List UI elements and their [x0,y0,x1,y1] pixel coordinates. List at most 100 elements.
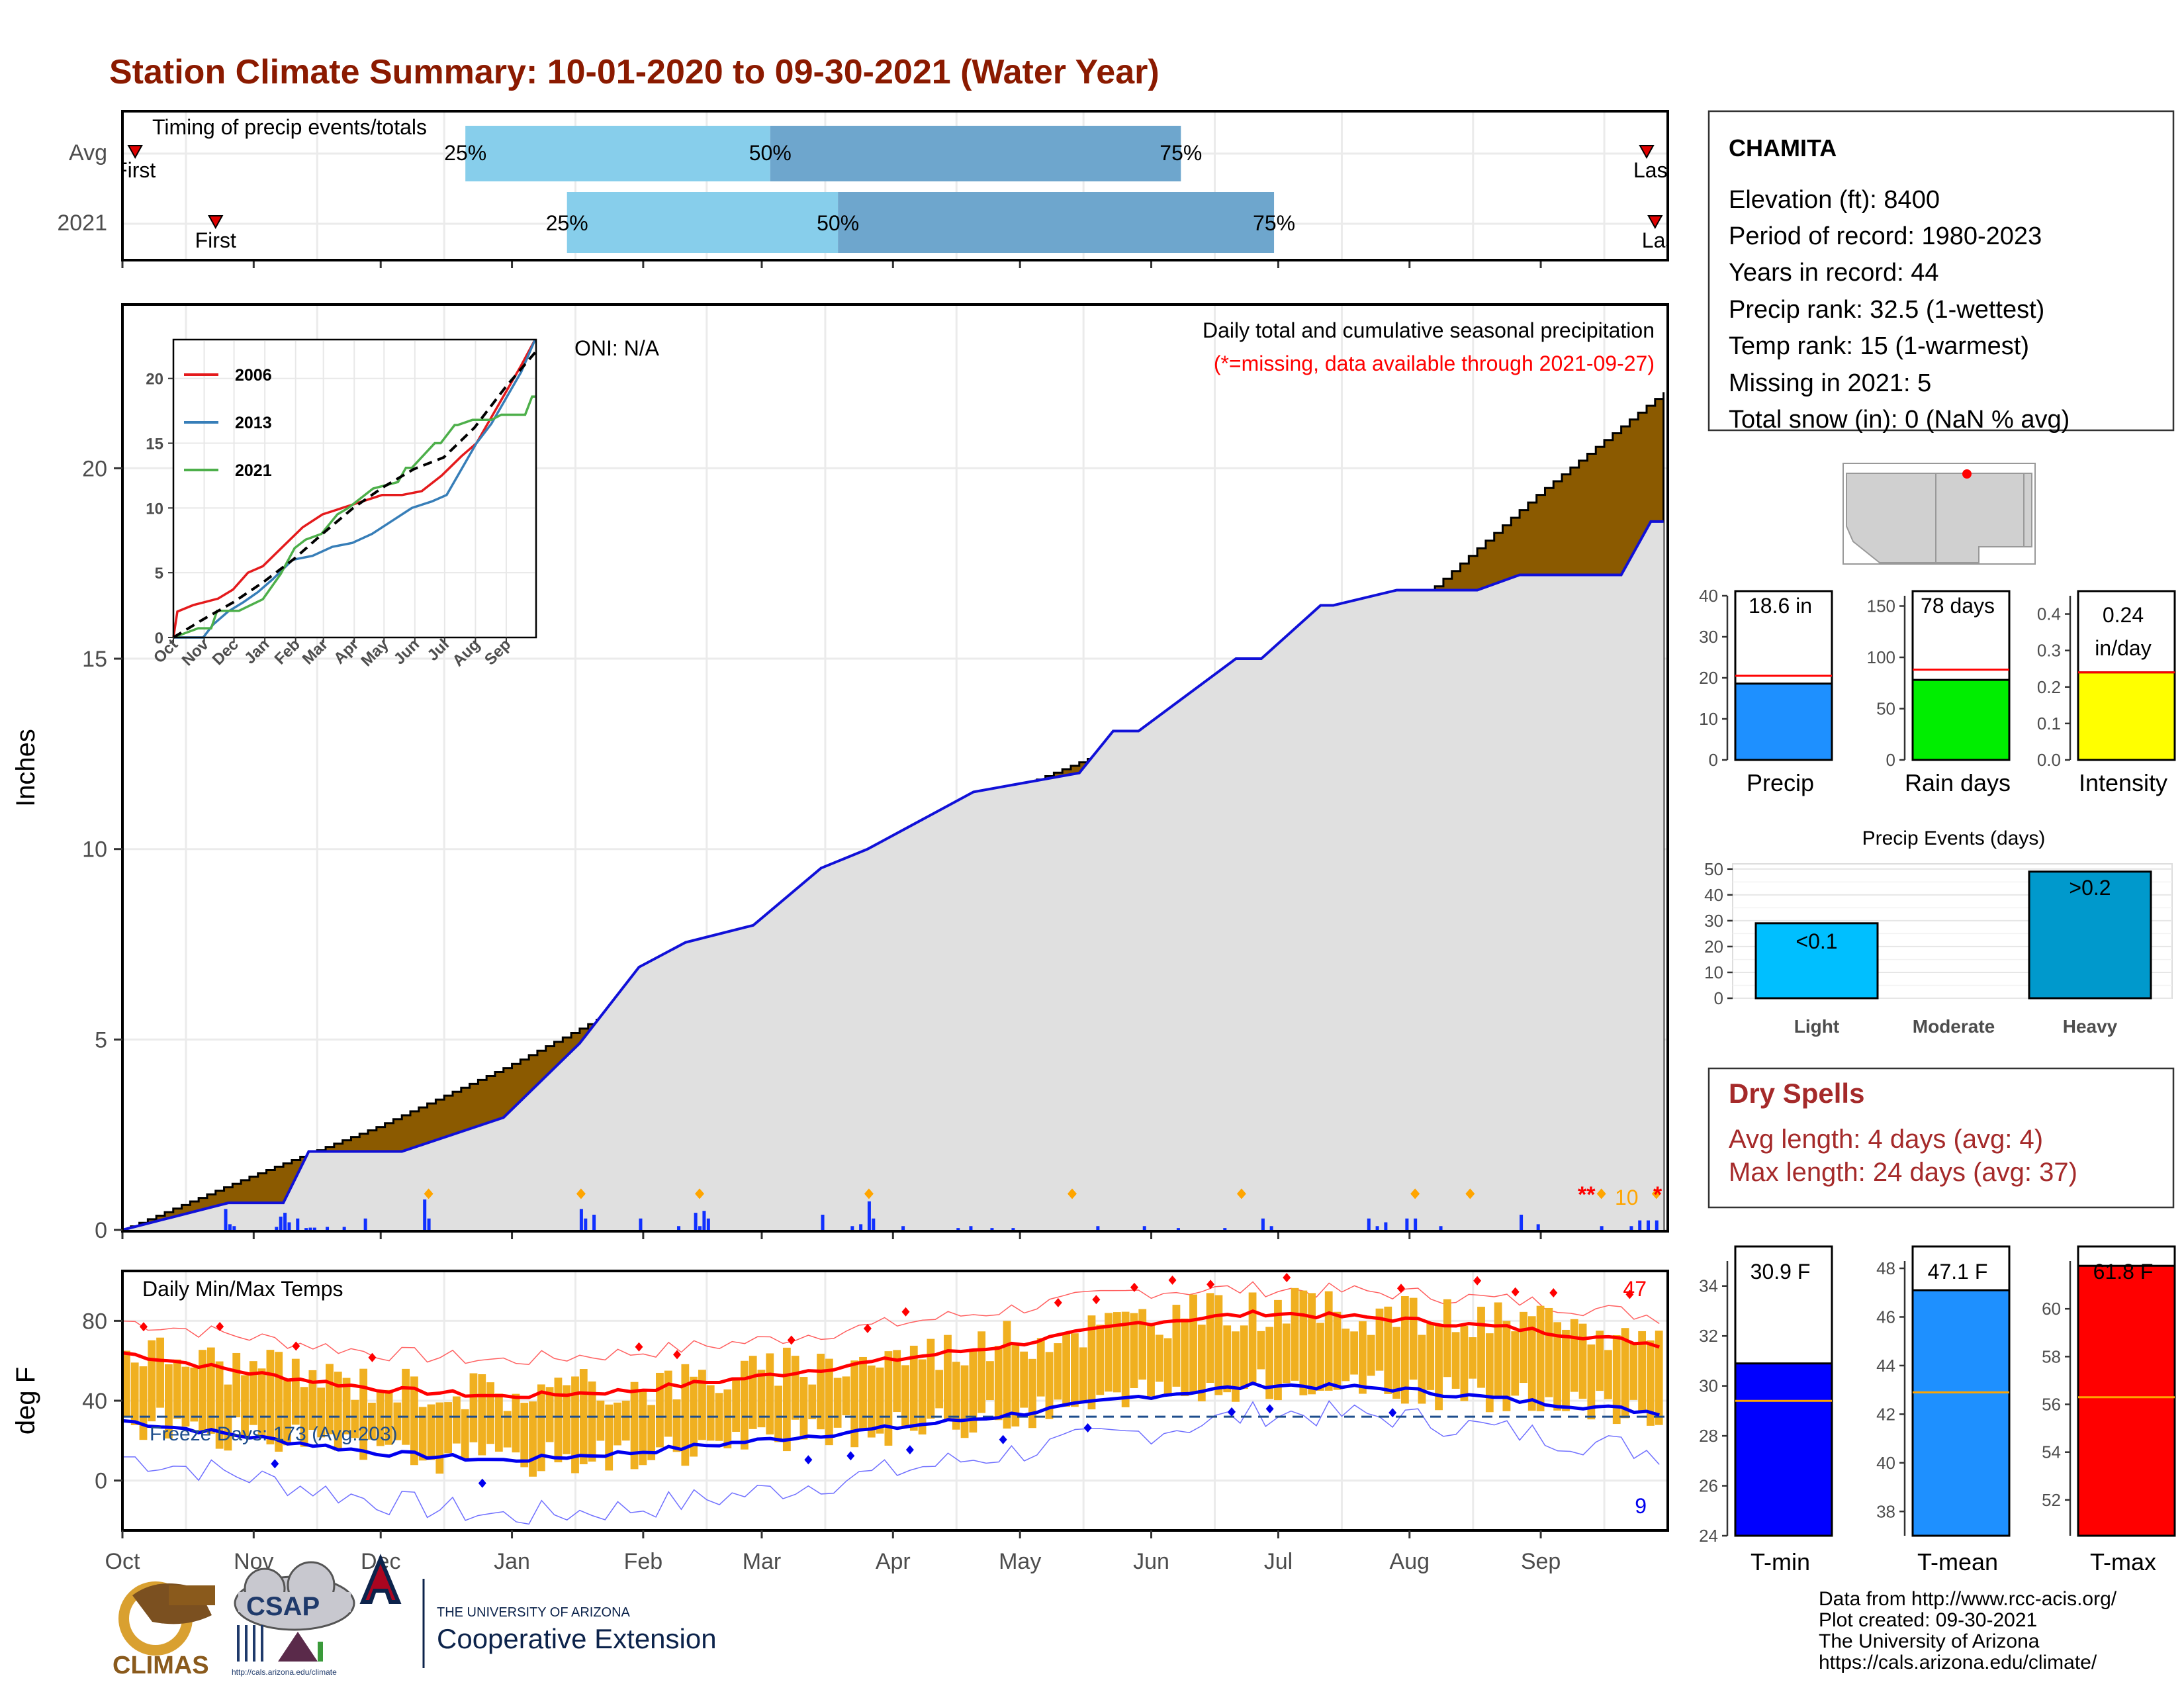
daily-temp-bar [1291,1288,1299,1381]
station-line-1: Period of record: 1980-2023 [1729,222,2042,250]
daily-temp-bar [1232,1331,1240,1402]
daily-temp-bar [503,1411,512,1448]
record-high-marker [1130,1282,1138,1292]
daily-temp-bar [1147,1324,1155,1397]
timing-panel: Timing of precip events/totals Avg 2021 … [57,110,1669,268]
daily-precip-bar [956,1228,960,1230]
timing-first-label: First [114,158,156,182]
precip-total-tick-label: 40 [1699,586,1718,606]
rain-days-tick-label: 50 [1876,699,1895,719]
events-cat-heavy: Heavy [2063,1016,2118,1037]
daily-temp-bar [1460,1326,1469,1401]
daily-precip-bar [308,1227,312,1230]
daily-temp-bar [1028,1358,1036,1429]
events-title: Precip Events (days) [1862,827,2046,849]
daily-temp-bar [1324,1291,1333,1391]
tmin-mean-tick-label: 30 [1699,1376,1718,1396]
inset-legend: 2006 2013 2021 [184,366,272,480]
daily-precip-bar [706,1218,710,1230]
daily-precip-bar [1439,1226,1443,1230]
tmean-mean-tick-label: 44 [1876,1356,1895,1376]
intensity-label-2: in/day [2095,636,2151,660]
daily-temp-bar [554,1378,563,1463]
snow-marker [1236,1188,1246,1199]
tmean-mean-tick-label: 38 [1876,1501,1895,1521]
record-low-count: 9 [1635,1494,1647,1518]
daily-temp-bar [1308,1293,1316,1395]
daily-precip-bar [821,1214,825,1230]
ua-logo: THE UNIVERSITY OF ARIZONA Cooperative Ex… [359,1554,717,1668]
precip-y-tick-label: 15 [82,647,107,672]
daily-temp-bar [190,1367,199,1422]
timing-quantile-label: 25% [546,211,588,235]
daily-temp-bar [317,1387,326,1438]
month-label: Mar [743,1549,782,1574]
station-line-2: Years in record: 44 [1729,259,1939,287]
record-high-marker [863,1323,872,1333]
csap-logo-text: CSAP [246,1592,320,1621]
daily-precip-bar [296,1218,300,1230]
daily-precip-bar [1600,1226,1604,1230]
daily-temp-bar [918,1359,927,1435]
daily-temp-bar [1333,1311,1342,1390]
precip-total-tick-label: 20 [1699,668,1718,688]
rain-days-label: 78 days [1921,594,1995,618]
daily-temp-bar [1596,1331,1604,1391]
daily-temp-bar [1570,1319,1578,1392]
dry-spells-max: Max length: 24 days (avg: 37) [1729,1158,2077,1187]
daily-temp-bar [960,1365,969,1438]
daily-temp-bar [1494,1302,1502,1397]
daily-precip-bar [1011,1228,1015,1230]
tmax-category: T-max [2090,1548,2156,1575]
daily-temp-bar [1409,1297,1418,1380]
record-low-marker [1228,1407,1236,1417]
month-label: Feb [624,1549,663,1574]
station-line-4: Temp rank: 15 (1-warmest) [1729,332,2029,360]
freeze-label: Freeze Days: 173 (Avg:203) [150,1423,398,1445]
station-line-0: Elevation (ft): 8400 [1729,186,1940,214]
tmean-mean-tick-label: 48 [1876,1258,1895,1278]
timing-bars [465,126,1275,253]
inset-y-tick-label: 5 [155,565,163,583]
inset-legend-label: 2013 [235,414,272,432]
tmin-record-line [122,1400,1660,1525]
tmean-mean-tick-label: 46 [1876,1307,1895,1327]
daily-temp-bar [1400,1296,1409,1404]
daily-temp-bar [969,1350,978,1433]
month-label: Jan [494,1549,530,1574]
daily-precip-bar [1655,1220,1659,1230]
inset-series-line [172,352,537,639]
dry-spells-title: Dry Spells [1729,1078,1864,1109]
record-low-marker [804,1455,813,1465]
credits: Data from http://www.rcc-acis.org/ Plot … [1819,1588,2117,1673]
daily-precip-bar [423,1199,427,1230]
daily-precip-bar [1176,1228,1180,1230]
timing-row-2021: 2021 [57,211,107,236]
station-line-6: Total snow (in): 0 (NaN % avg) [1729,406,2070,434]
daily-precip-bar [1223,1228,1227,1230]
daily-temp-bar [741,1360,749,1450]
daily-temp-bar [1469,1337,1477,1379]
tmax-mean-tick-label: 54 [2042,1442,2061,1462]
daily-temp-bar [630,1382,639,1470]
daily-temp-bar [1011,1342,1020,1427]
daily-precip-bar [850,1226,854,1230]
intensity-tick-label: 0.4 [2037,604,2061,624]
events-bar [2028,870,2152,1000]
record-low-marker [999,1434,1007,1444]
tmin-category: T-min [1751,1548,1810,1575]
daily-temp-bar [232,1352,241,1418]
rain-days-bar [1911,679,2011,761]
daily-temp-bar [478,1374,486,1456]
inset-x-tick-label: Apr [330,635,362,667]
temp-y-tick-label: 0 [95,1469,107,1494]
daily-temp-bar [596,1400,605,1441]
daily-temp-bar [266,1350,275,1444]
daily-temp-bar [639,1389,647,1466]
daily-temp-bar [986,1361,994,1401]
tmax-record-line [122,1281,1660,1366]
daily-temp-bar [351,1399,359,1438]
month-label: Apr [876,1549,911,1574]
snow-marker [1651,1188,1661,1199]
